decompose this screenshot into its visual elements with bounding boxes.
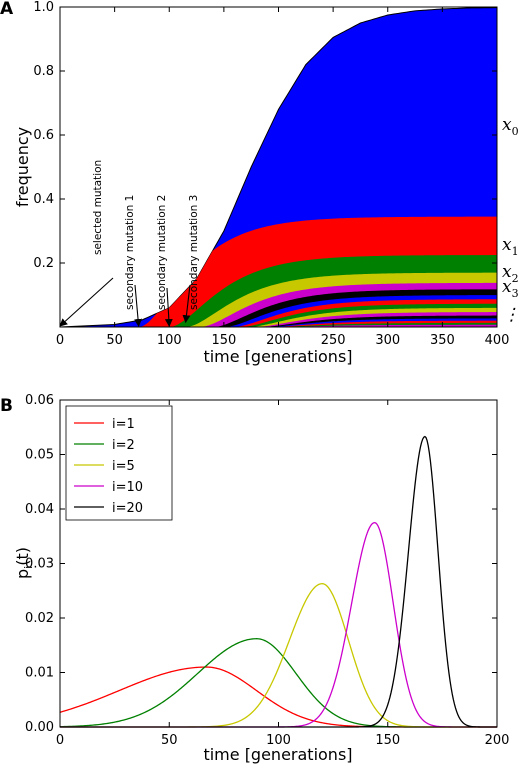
panel-b-y-label-tail: (t) xyxy=(13,547,32,566)
panel-a-x-axis-label: time [generations] xyxy=(203,347,352,366)
area-layer-15 xyxy=(276,324,497,327)
legend-label: i=5 xyxy=(112,459,135,474)
panel-b: B 0 50 100 150 200 0.000.010.020.030.040.050… xyxy=(0,393,509,764)
layer-label-x2-sub: 2 xyxy=(512,272,519,285)
series-line-i1 xyxy=(59,666,497,728)
annotation-label: selected mutation xyxy=(92,160,104,255)
layer-label-x2-base: x xyxy=(502,262,512,282)
annotation-label: secondary mutation 2 xyxy=(156,195,168,310)
panel-a-label: A xyxy=(0,0,14,19)
svg-text:x1: x1 xyxy=(502,235,519,258)
y-tick-label: 0.06 xyxy=(25,393,54,408)
series-line-i2 xyxy=(59,638,497,728)
y-tick-label: 0.00 xyxy=(25,720,54,735)
panel-a: A 0 50 100 150 200 250 300 350 400 0.2 0.4 0.6 0.8 1… xyxy=(0,0,520,366)
layer-label-x3-sub: 3 xyxy=(512,287,519,300)
layer-label-x1-sub: 1 xyxy=(512,245,519,258)
panel-a-y-axis-label: frequency xyxy=(13,127,32,207)
annotation-arrow xyxy=(59,277,114,327)
y-tick-label: 0.04 xyxy=(25,502,54,517)
layer-label-x0-sub: 0 xyxy=(512,125,519,138)
annotation-arrow xyxy=(182,284,191,324)
panel-b-y-ticks: 0.00 0.01 0.02 0.03 0.04 0.05 0.06 xyxy=(25,393,497,735)
annotation-label: secondary mutation 1 xyxy=(124,195,136,310)
y-tick-label: 0.05 xyxy=(25,448,54,463)
legend-label: i=10 xyxy=(112,480,143,495)
x-tick-label: 0 xyxy=(56,733,64,748)
x-tick-label: 350 xyxy=(430,333,455,348)
series-line-i10 xyxy=(60,521,497,728)
panel-b-y-axis-label: pi(t) xyxy=(13,547,35,579)
legend-box xyxy=(65,405,173,521)
legend-label: i=20 xyxy=(112,501,143,516)
x-tick-label: 250 xyxy=(321,333,346,348)
y-tick-label: 0.6 xyxy=(33,128,54,143)
y-tick-label: 0.03 xyxy=(25,557,54,572)
x-tick-label: 300 xyxy=(375,333,400,348)
legend-label: i=2 xyxy=(112,438,135,453)
x-tick-label: 150 xyxy=(211,333,236,348)
panel-b-x-ticks: 0 50 100 150 200 xyxy=(56,400,510,748)
x-tick-label: 0 xyxy=(56,333,64,348)
panel-a-layer-labels: x0 x1 x2 x3 ⋮ xyxy=(502,115,520,325)
x-tick-label: 100 xyxy=(266,733,291,748)
x-tick-label: 200 xyxy=(266,333,291,348)
x-tick-label: 50 xyxy=(161,733,178,748)
y-tick-label: 0.2 xyxy=(33,256,54,271)
panel-b-label: B xyxy=(0,396,13,416)
layer-label-x0-base: x xyxy=(502,115,512,135)
annotation-arrow xyxy=(134,284,143,327)
annotation-arrow xyxy=(164,287,173,327)
svg-text:x0: x0 xyxy=(502,115,519,138)
y-tick-label: 0.4 xyxy=(33,192,54,207)
panel-a-x-ticks: 0 50 100 150 200 250 300 350 400 xyxy=(56,7,510,348)
panel-b-y-label-p: p xyxy=(13,569,32,579)
x-tick-label: 150 xyxy=(375,733,400,748)
annotation-label: secondary mutation 3 xyxy=(188,195,200,310)
x-tick-label: 400 xyxy=(485,333,510,348)
svg-text:x3: x3 xyxy=(502,277,519,300)
legend: i=1 i=2 i=5 i=10 i=20 xyxy=(65,405,173,521)
y-tick-label: 1.0 xyxy=(33,0,54,15)
x-tick-label: 50 xyxy=(106,333,123,348)
y-tick-label: 0.02 xyxy=(25,611,54,626)
panel-b-x-axis-label: time [generations] xyxy=(203,745,352,764)
legend-label: i=1 xyxy=(112,417,135,432)
y-tick-label: 0.8 xyxy=(33,64,54,79)
layer-label-ellipsis: ⋮ xyxy=(503,305,520,325)
panel-a-plot-area xyxy=(59,7,498,328)
y-tick-label: 0.01 xyxy=(25,666,54,681)
layer-label-x1-base: x xyxy=(502,235,512,255)
panel-a-y-ticks: 0.2 0.4 0.6 0.8 1.0 xyxy=(33,0,497,271)
svg-text:x2: x2 xyxy=(502,262,519,285)
panel-a-annotations: selected mutation secondary mutation 1 sec… xyxy=(59,160,200,327)
x-tick-label: 100 xyxy=(157,333,182,348)
panel-b-y-label-sub: i xyxy=(22,566,35,569)
x-tick-label: 200 xyxy=(485,733,510,748)
layer-label-x3-base: x xyxy=(502,277,512,297)
